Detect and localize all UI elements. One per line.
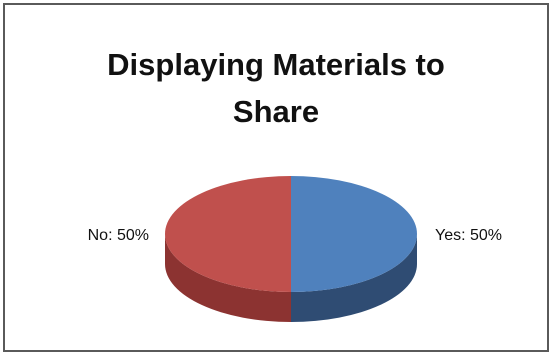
pie-side-no	[165, 234, 291, 322]
data-label-yes: Yes: 50%	[435, 227, 502, 244]
data-label-no: No: 50%	[88, 227, 149, 244]
chart-title: Displaying Materials to Share	[107, 47, 445, 129]
pie-chart: Yes: 50% No: 50%	[88, 176, 502, 322]
pie-slice-yes	[291, 176, 417, 292]
chart-frame: Displaying Materials to Share Yes: 50% No…	[3, 3, 549, 352]
pie-side-yes	[291, 234, 417, 322]
pie-slice-no	[165, 176, 291, 292]
